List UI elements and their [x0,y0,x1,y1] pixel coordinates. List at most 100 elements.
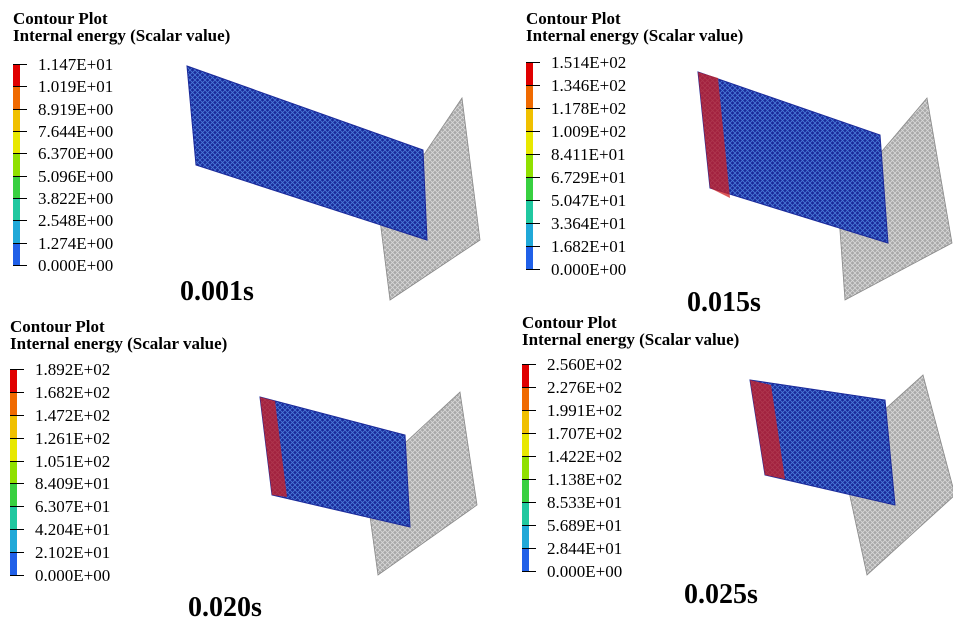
plot-subtitle: Internal energy (Scalar value) [526,26,744,45]
lattice-structure [186,65,428,241]
legend-tick [522,525,536,526]
legend-value: 1.147E+01 [38,55,114,74]
legend-value: 1.991E+02 [547,401,623,420]
legend-value: 7.644E+00 [38,122,114,141]
legend-value: 0.000E+00 [35,566,111,585]
high-energy-region [750,380,785,479]
legend-tick [13,153,27,155]
legend-swatch [13,175,20,198]
contour-title: Contour Plot Internal energy (Scalar val… [13,10,230,44]
legend-tick [522,548,536,549]
legend-value: 3.822E+00 [38,189,114,208]
legend-tick [13,108,27,110]
legend-value: 1.019E+01 [38,77,114,97]
color-legend: 1.892E+02 1.682E+02 1.472E+02 1.261E+02 1.05… [10,361,110,584]
legend-value: 1.707E+02 [547,424,623,443]
legend-swatch [13,131,20,154]
legend-swatch [13,153,20,176]
color-legend: 1.147E+01 1.019E+01 8.919E+00 7.644E+00 6.37… [13,56,113,274]
legend-tick [522,456,536,457]
legend-tick [13,175,27,177]
contour-title: Contour Plot Internal energy (Scalar val… [10,318,227,352]
legend-swatch [10,391,17,415]
legend-tick [13,64,27,65]
legend-swatch [522,364,529,387]
contour-title: Contour Plot Internal energy (Scalar val… [522,314,739,348]
legend-swatch [13,242,20,265]
plot-subtitle: Internal energy (Scalar value) [10,334,228,353]
legend-tick [10,369,24,370]
legend-value: 1.682E+01 [551,237,627,256]
legend-value: 2.276E+02 [547,378,623,397]
legend-value: 1.682E+02 [35,382,111,402]
legend-swatch [526,154,533,177]
simulation-render [186,65,481,301]
legend-swatch [10,506,17,530]
legend-swatch [10,414,17,438]
color-legend: 2.560E+02 2.276E+02 1.991E+02 1.707E+02 1.42… [522,356,622,580]
legend-swatch [522,548,529,571]
time-label: 0.025s [684,579,758,610]
legend-tick [522,364,536,365]
high-energy-region [260,397,287,497]
legend-value: 6.370E+00 [38,144,114,164]
color-legend: 1.514E+02 1.346E+02 1.178E+02 1.009E+02 8.41… [526,54,626,278]
legend-value: 1.346E+02 [551,76,627,95]
legend-swatch [526,223,533,246]
time-label: 0.015s [687,287,761,318]
legend-tick [522,387,536,388]
time-label: 0.001s [180,276,254,307]
legend-value: 6.307E+01 [35,497,111,517]
legend-value: 1.514E+02 [551,53,627,72]
legend-value: 4.204E+01 [35,520,111,540]
legend-tick [10,414,24,416]
legend-value: 8.919E+00 [38,99,114,119]
legend-tick [13,86,27,88]
legend-swatch [10,369,17,392]
legend-swatch [13,86,20,109]
legend-tick [522,433,536,434]
legend-value: 1.472E+02 [35,405,111,425]
simulation-render [749,374,953,576]
legend-swatch [13,64,20,87]
legend-swatch [522,456,529,479]
legend-value: 3.364E+01 [551,214,627,233]
legend-swatch [10,460,17,484]
legend-swatch [526,246,533,269]
legend-tick [10,506,24,508]
rigid-wall-plate [364,391,478,576]
lattice-structure [697,71,889,244]
legend-value: 1.274E+00 [38,233,114,253]
legend-tick [526,223,540,224]
legend-tick [10,460,24,462]
legend-tick [526,62,540,63]
legend-tick [526,131,540,132]
legend-swatch [522,433,529,456]
high-energy-region [698,72,730,198]
legend-tick [10,437,24,439]
plot-title: Contour Plot [526,9,621,28]
legend-tick [522,502,536,503]
legend-value: 2.560E+02 [547,355,623,374]
legend-tick [526,154,540,155]
plot-subtitle: Internal energy (Scalar value) [13,26,231,45]
legend-swatch [526,177,533,200]
legend-tick [522,571,536,572]
legend-value: 8.409E+01 [35,474,111,494]
contour-title: Contour Plot Internal energy (Scalar val… [526,10,743,44]
legend-value: 6.729E+01 [551,168,627,187]
legend-value: 0.000E+00 [551,260,627,279]
legend-value: 1.422E+02 [547,447,623,466]
legend-value: 1.178E+02 [551,99,627,118]
legend-value: 5.096E+00 [38,166,114,186]
lattice-structure [749,379,896,506]
legend-swatch [10,483,17,507]
legend-tick [522,410,536,411]
legend-value: 8.533E+01 [547,493,623,512]
legend-value: 1.051E+02 [35,451,111,471]
legend-swatch [522,479,529,502]
legend-value: 1.261E+02 [35,428,111,448]
legend-value: 2.102E+01 [35,543,111,563]
simulation-render [259,391,478,576]
legend-tick [10,575,24,576]
